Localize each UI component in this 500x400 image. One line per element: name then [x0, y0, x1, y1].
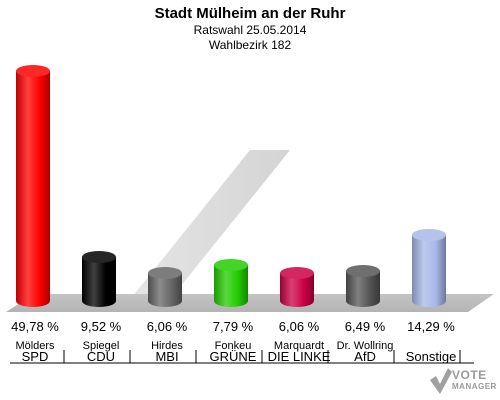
- bar-top: [214, 259, 248, 272]
- logo-text-manager: MANAGER: [452, 382, 497, 391]
- value-label: 49,78 %: [11, 319, 59, 334]
- background-wall: [120, 150, 290, 312]
- category-ticks: [63, 350, 461, 363]
- value-label: 6,06 %: [147, 319, 188, 334]
- candidate-label: Dr. Wollring: [337, 340, 394, 352]
- bar-body: [148, 273, 182, 307]
- bar-body: [412, 234, 446, 307]
- bar-body: [346, 271, 380, 307]
- candidate-label: Fonkeu: [215, 340, 252, 352]
- bar-body: [214, 265, 248, 307]
- bar-spd: [16, 65, 50, 307]
- bar-top: [148, 267, 182, 280]
- bar-top: [412, 228, 446, 241]
- bar-die-linke: [280, 267, 314, 307]
- party-label: AfD: [354, 349, 376, 364]
- bar-cdu: [82, 251, 116, 307]
- bar-body: [280, 273, 314, 307]
- chart-header: Stadt Mülheim an der Ruhr Ratswahl 25.05…: [0, 0, 500, 52]
- vote-manager-logo: VOTE MANAGER: [428, 366, 498, 396]
- bar-top: [82, 251, 116, 264]
- bar-body: [16, 71, 50, 307]
- value-label: 9,52 %: [81, 319, 122, 334]
- party-label: CDU: [87, 349, 115, 364]
- logo-text-vote: VOTE: [452, 368, 487, 382]
- candidate-label: Mölders: [15, 340, 55, 352]
- party-label: GRÜNE: [210, 349, 257, 364]
- value-label: 6,49 %: [345, 319, 386, 334]
- value-label: 14,29 %: [407, 319, 455, 334]
- party-label: DIE LINKE: [268, 349, 331, 364]
- bar-mbi: [148, 267, 182, 307]
- chart-title: Stadt Mülheim an der Ruhr: [154, 5, 346, 22]
- candidate-label: Spiegel: [83, 340, 120, 352]
- bars-group: [16, 65, 446, 307]
- chart-subtitle-election: Ratswahl 25.05.2014: [193, 23, 307, 37]
- bar-top: [280, 267, 314, 280]
- bar-top: [16, 65, 50, 78]
- party-label: Sonstige: [406, 349, 457, 364]
- value-label: 7,79 %: [213, 319, 254, 334]
- value-label: 6,06 %: [279, 319, 320, 334]
- bar-sonstige: [412, 228, 446, 307]
- checkmark-icon: [430, 368, 452, 394]
- chart-subtitle-district: Wahlbezirk 182: [208, 38, 292, 52]
- bar-body: [82, 257, 116, 307]
- candidate-label: Hirdes: [151, 340, 183, 352]
- bar-afd: [346, 265, 380, 307]
- candidate-label: Marquardt: [274, 340, 324, 352]
- party-label: MBI: [155, 349, 178, 364]
- bar-top: [346, 265, 380, 278]
- party-label: SPD: [22, 349, 49, 364]
- bar-grüne: [214, 259, 248, 307]
